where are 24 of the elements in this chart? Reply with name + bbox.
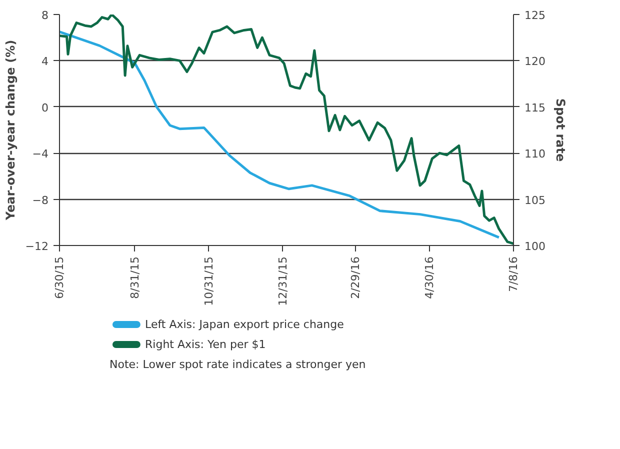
y-tick-label: −4 bbox=[32, 148, 49, 161]
y-tick-label: −12 bbox=[25, 240, 49, 253]
y2-tick-label: 125 bbox=[524, 9, 546, 22]
x-tick-label: 7/8/16 bbox=[507, 256, 520, 292]
legend-label: Left Axis: Japan export price change bbox=[145, 318, 344, 331]
x-tick-label: 12/31/15 bbox=[276, 256, 290, 306]
legend-label: Right Axis: Yen per $1 bbox=[145, 338, 266, 351]
x-tick-label: 4/30/16 bbox=[423, 256, 436, 299]
y-tick-label: 4 bbox=[42, 55, 48, 68]
y2-tick-label: 105 bbox=[524, 194, 546, 207]
y2-tick-label: 115 bbox=[524, 101, 546, 114]
y2-tick-label: 110 bbox=[524, 148, 546, 161]
y2-tick-label: 100 bbox=[524, 240, 546, 253]
x-tick-label: 2/29/16 bbox=[349, 256, 362, 299]
y-tick-label: 0 bbox=[42, 101, 48, 114]
x-tick-label: 10/31/15 bbox=[202, 256, 216, 306]
y-axis-title: Year-over-year change (%) bbox=[3, 40, 18, 222]
x-tick-label: 6/30/15 bbox=[53, 256, 66, 299]
y2-axis-title: Spot rate bbox=[553, 98, 568, 162]
text: Note: Lower spot rate indicates a stronger yen bbox=[110, 358, 366, 371]
y-tick-label: −8 bbox=[32, 194, 49, 207]
y2-tick-label: 120 bbox=[524, 55, 546, 68]
y-tick-label: 8 bbox=[42, 9, 48, 22]
x-tick-label: 8/31/15 bbox=[128, 256, 142, 299]
